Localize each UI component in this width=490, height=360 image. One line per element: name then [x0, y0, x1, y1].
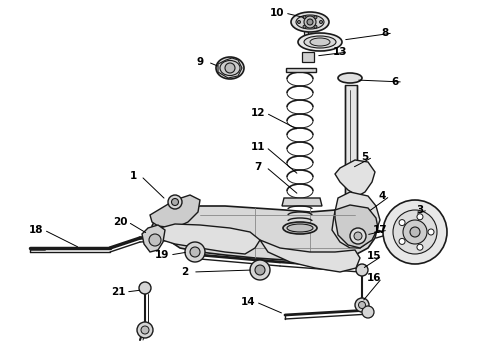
- Circle shape: [403, 220, 427, 244]
- Text: 15: 15: [367, 251, 381, 261]
- Polygon shape: [304, 22, 308, 42]
- Circle shape: [141, 326, 149, 334]
- Ellipse shape: [287, 224, 313, 232]
- Polygon shape: [282, 198, 322, 206]
- Text: 5: 5: [361, 152, 368, 162]
- Polygon shape: [335, 160, 375, 196]
- Circle shape: [255, 265, 265, 275]
- Ellipse shape: [304, 36, 336, 48]
- Text: 12: 12: [251, 108, 265, 118]
- Polygon shape: [335, 205, 378, 248]
- Text: 2: 2: [181, 267, 189, 277]
- Text: 6: 6: [392, 77, 399, 87]
- Text: 1: 1: [129, 171, 137, 181]
- Text: 9: 9: [196, 57, 203, 67]
- Circle shape: [393, 210, 437, 254]
- Text: 10: 10: [270, 8, 284, 18]
- Polygon shape: [260, 240, 360, 272]
- Text: 13: 13: [333, 47, 347, 57]
- Polygon shape: [152, 206, 378, 260]
- Text: 20: 20: [113, 217, 127, 227]
- Polygon shape: [332, 192, 380, 248]
- Circle shape: [172, 198, 178, 206]
- Circle shape: [304, 16, 316, 28]
- Circle shape: [314, 16, 317, 19]
- Circle shape: [307, 19, 313, 25]
- Polygon shape: [345, 85, 357, 200]
- Circle shape: [314, 25, 317, 28]
- Ellipse shape: [296, 15, 324, 29]
- Text: 17: 17: [373, 225, 387, 235]
- Ellipse shape: [220, 60, 240, 76]
- Text: 3: 3: [416, 205, 424, 215]
- Polygon shape: [286, 68, 316, 72]
- Circle shape: [383, 200, 447, 264]
- Ellipse shape: [310, 38, 330, 46]
- Circle shape: [319, 21, 322, 23]
- Circle shape: [354, 232, 362, 240]
- Circle shape: [399, 238, 405, 244]
- Polygon shape: [150, 195, 200, 228]
- Circle shape: [168, 195, 182, 209]
- Circle shape: [225, 63, 235, 73]
- Circle shape: [190, 247, 200, 257]
- Text: 7: 7: [254, 162, 262, 172]
- Circle shape: [356, 264, 368, 276]
- Text: 8: 8: [381, 28, 389, 38]
- Circle shape: [399, 220, 405, 226]
- Text: 4: 4: [378, 191, 386, 201]
- Circle shape: [185, 242, 205, 262]
- Polygon shape: [150, 224, 260, 254]
- Text: 16: 16: [367, 273, 381, 283]
- Ellipse shape: [298, 33, 342, 51]
- Circle shape: [417, 214, 423, 220]
- Text: 18: 18: [29, 225, 43, 235]
- Text: 14: 14: [241, 297, 255, 307]
- Circle shape: [303, 25, 306, 28]
- Circle shape: [350, 228, 366, 244]
- Polygon shape: [302, 52, 314, 62]
- Ellipse shape: [338, 73, 362, 83]
- Circle shape: [428, 229, 434, 235]
- Circle shape: [355, 298, 369, 312]
- Circle shape: [303, 16, 306, 19]
- Circle shape: [417, 244, 423, 250]
- Circle shape: [137, 322, 153, 338]
- Circle shape: [362, 306, 374, 318]
- Ellipse shape: [291, 12, 329, 32]
- Circle shape: [139, 282, 151, 294]
- Circle shape: [359, 302, 366, 309]
- Polygon shape: [218, 58, 242, 78]
- Text: 19: 19: [155, 250, 169, 260]
- Ellipse shape: [216, 57, 244, 79]
- Polygon shape: [142, 225, 165, 252]
- Text: 21: 21: [111, 287, 125, 297]
- Circle shape: [297, 21, 300, 23]
- Ellipse shape: [283, 222, 317, 234]
- Circle shape: [410, 227, 420, 237]
- Circle shape: [250, 260, 270, 280]
- Text: 11: 11: [251, 142, 265, 152]
- Circle shape: [149, 234, 161, 246]
